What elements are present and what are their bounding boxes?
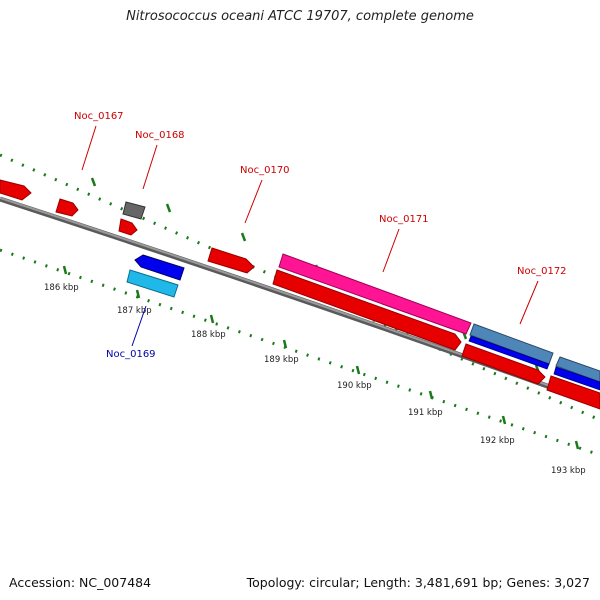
tick-labels: 186 kbp 187 kbp 188 kbp 189 kbp 190 kbp …: [44, 283, 586, 476]
gene-label-noc-0168[interactable]: Noc_0168: [135, 130, 185, 141]
tick-label: 186 kbp: [44, 283, 79, 293]
gene-label-noc-0171[interactable]: Noc_0171: [379, 214, 429, 225]
gene-label-noc-0170[interactable]: Noc_0170: [240, 165, 290, 176]
gene-label-noc-0172[interactable]: Noc_0172: [517, 266, 567, 277]
leader-lines: [81, 125, 539, 347]
outer-major-tick: [165, 203, 172, 213]
gene-arrow-noc-0168[interactable]: [118, 218, 138, 236]
tick-label: 187 kbp: [117, 306, 152, 316]
gene-arrow-noc-0172[interactable]: [461, 343, 546, 385]
gene-arrow-forward[interactable]: [0, 179, 32, 201]
accession-text: Accession: NC_007484: [9, 575, 152, 590]
tick-label: 192 kbp: [480, 436, 515, 446]
inner-major-tick: [501, 415, 507, 425]
inner-ruler-dots: [0, 248, 600, 457]
inner-ruler: [0, 248, 600, 457]
inner-major-tick: [355, 365, 361, 375]
tick-label: 189 kbp: [264, 355, 299, 365]
outer-ruler-dots: [0, 153, 600, 422]
reverse-strand-features: [126, 254, 185, 298]
leader-line-noc-0171: [382, 228, 400, 273]
inner-major-tick: [282, 339, 288, 349]
tick-label: 193 kbp: [551, 466, 586, 476]
leader-line-noc-0167: [81, 125, 97, 171]
feature-noc-0171[interactable]: [278, 253, 472, 335]
tick-label: 191 kbp: [408, 408, 443, 418]
tick-label: 190 kbp: [337, 381, 372, 391]
leader-line-noc-0169: [131, 305, 147, 347]
inner-major-tick: [428, 390, 434, 400]
gene-arrow-noc-0171[interactable]: [272, 269, 462, 351]
inner-major-tick: [574, 440, 580, 450]
outer-major-tick: [240, 232, 247, 242]
forward-strand-features: [0, 179, 600, 410]
inner-major-tick: [135, 289, 141, 299]
inner-major-tick: [209, 314, 215, 324]
gene-noc-0172-reverse-band[interactable]: [468, 335, 550, 370]
leader-line-noc-0168: [142, 144, 158, 190]
tick-label: 188 kbp: [191, 330, 226, 340]
feature-next-steel[interactable]: [555, 356, 600, 383]
gene-noc-0168-feature[interactable]: [122, 201, 146, 220]
gene-arrow-noc-0167[interactable]: [55, 198, 79, 217]
gene-labels: Noc_0167 Noc_0168 Noc_0169 Noc_0170 Noc_…: [74, 111, 567, 360]
rna-feature-noc-0169[interactable]: [126, 269, 179, 298]
genome-title: Nitrosococcus oceani ATCC 19707, complet…: [126, 9, 474, 24]
leader-line-noc-0172: [519, 280, 539, 325]
inner-major-tick: [62, 265, 68, 275]
gene-label-noc-0167[interactable]: Noc_0167: [74, 111, 124, 122]
genome-summary-text: Topology: circular; Length: 3,481,691 bp…: [246, 575, 590, 590]
gene-arrow-noc-0170[interactable]: [207, 247, 255, 274]
leader-line-noc-0170: [244, 179, 263, 224]
gene-next-reverse-band[interactable]: [553, 366, 600, 391]
gene-arrow-noc-0169[interactable]: [134, 254, 185, 281]
gene-label-noc-0169[interactable]: Noc_0169: [106, 349, 156, 360]
outer-major-tick: [90, 177, 97, 187]
gene-arrow-next[interactable]: [546, 375, 600, 410]
